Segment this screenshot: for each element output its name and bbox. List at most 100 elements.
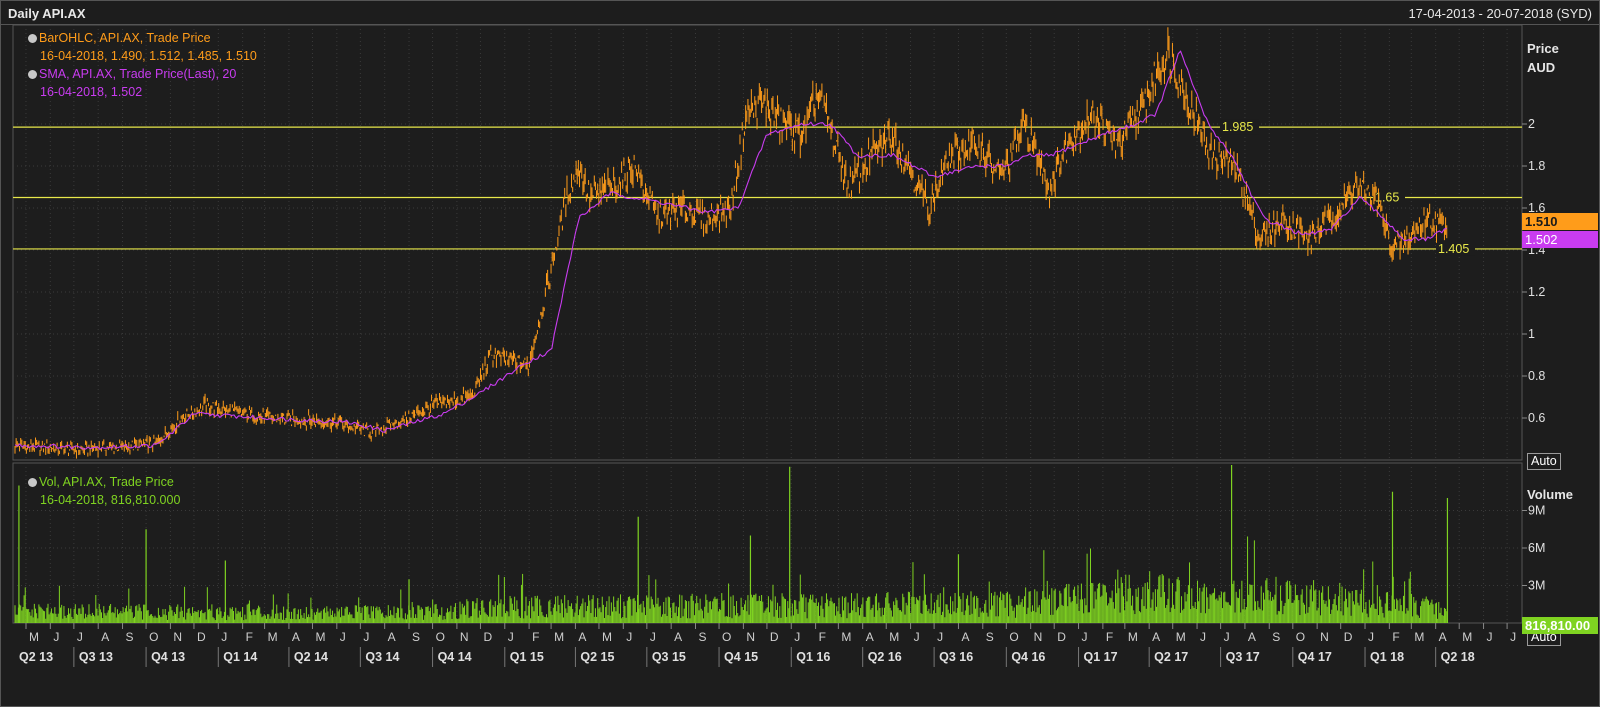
x-month-label: O [436, 630, 445, 644]
x-month-label: N [1034, 630, 1043, 644]
x-quarter-label: Q1 14 [223, 650, 257, 664]
price-tick-label: 2 [1528, 117, 1535, 131]
x-month-label: F [1106, 630, 1113, 644]
sma-legend-value: 16-04-2018, 1.502 [40, 85, 143, 99]
x-month-label: J [794, 630, 800, 644]
x-month-label: M [889, 630, 899, 644]
x-month-label: S [412, 630, 420, 644]
x-month-label: J [77, 630, 83, 644]
x-month-label: A [1439, 630, 1447, 644]
x-month-label: A [388, 630, 396, 644]
x-quarter-label: Q1 17 [1084, 650, 1118, 664]
x-month-label: J [1082, 630, 1088, 644]
x-month-label: J [508, 630, 514, 644]
volume-legend: Vol, API.AX, Trade Price 16-04-2018, 816… [28, 473, 180, 509]
x-quarter-label: Q1 15 [510, 650, 544, 664]
x-month-label: J [221, 630, 227, 644]
last-volume-tag: 816,810.00 [1522, 617, 1598, 634]
x-quarter-label: Q2 14 [294, 650, 328, 664]
x-quarter-label: Q3 15 [652, 650, 686, 664]
x-month-label: N [746, 630, 755, 644]
legend-toggle-icon[interactable] [28, 34, 37, 43]
reference-line-label: 1.405 [1438, 242, 1469, 256]
x-month-label: N [173, 630, 182, 644]
price-axis-title-line2: AUD [1527, 60, 1556, 75]
x-month-label: J [1487, 630, 1493, 644]
volume-tick-label: 9M [1528, 504, 1545, 518]
x-quarter-label: Q2 17 [1154, 650, 1188, 664]
last-price-tag: 1.510 [1522, 213, 1598, 230]
x-month-label: J [937, 630, 943, 644]
reference-label-bg [1220, 119, 1259, 135]
x-month-label: S [699, 630, 707, 644]
ohlc-legend-entry[interactable]: BarOHLC, API.AX, Trade Price [28, 29, 257, 47]
x-month-label: M [841, 630, 851, 644]
x-month-label: D [483, 630, 492, 644]
volume-series [14, 465, 1449, 623]
x-month-label: M [29, 630, 39, 644]
price-tick-label: 1.2 [1528, 285, 1545, 299]
x-month-label: D [1344, 630, 1353, 644]
x-month-label: J [1224, 630, 1230, 644]
x-month-label: D [1057, 630, 1066, 644]
x-month-label: A [292, 630, 300, 644]
price-legend: BarOHLC, API.AX, Trade Price 16-04-2018,… [28, 29, 257, 101]
x-month-label: J [914, 630, 920, 644]
x-quarter-label: Q4 14 [438, 650, 472, 664]
x-quarter-label: Q1 16 [796, 650, 830, 664]
price-auto-scale-button[interactable]: Auto [1527, 453, 1561, 470]
price-tick-label: 0.6 [1528, 411, 1545, 425]
x-month-label: F [532, 630, 539, 644]
x-month-label: O [722, 630, 731, 644]
x-month-label: S [986, 630, 994, 644]
x-quarter-label: Q3 14 [365, 650, 399, 664]
x-month-label: M [602, 630, 612, 644]
x-quarter-label: Q2 18 [1441, 650, 1475, 664]
price-tick-label: 0.8 [1528, 369, 1545, 383]
x-month-label: O [1009, 630, 1018, 644]
x-quarter-label: Q2 13 [19, 650, 53, 664]
x-month-label: J [1368, 630, 1374, 644]
x-month-label: A [1152, 630, 1160, 644]
x-month-label: J [340, 630, 346, 644]
x-quarter-label: Q3 16 [939, 650, 973, 664]
date-range: 17-04-2013 - 20-07-2018 (SYD) [1408, 6, 1592, 21]
x-month-label: M [268, 630, 278, 644]
volume-axis-title: Volume [1527, 487, 1573, 502]
x-month-label: N [1320, 630, 1329, 644]
x-month-label: A [674, 630, 682, 644]
sma-line [14, 50, 1447, 451]
volume-tick-label: 3M [1528, 579, 1545, 593]
ohlc-legend-label: BarOHLC, API.AX, Trade Price [39, 31, 211, 45]
reference-line-label: 1.985 [1222, 120, 1253, 134]
price-tick-label: 1 [1528, 327, 1535, 341]
x-month-label: A [578, 630, 586, 644]
legend-toggle-icon[interactable] [28, 70, 37, 79]
x-month-label: A [866, 630, 874, 644]
x-month-label: D [770, 630, 779, 644]
price-tick-label: 1.6 [1528, 201, 1545, 215]
x-month-label: J [363, 630, 369, 644]
x-month-label: N [460, 630, 469, 644]
sma-legend-label: SMA, API.AX, Trade Price(Last), 20 [39, 67, 237, 81]
x-month-label: M [1414, 630, 1424, 644]
x-month-label: F [1392, 630, 1399, 644]
legend-toggle-icon[interactable] [28, 478, 37, 487]
x-quarter-label: Q2 16 [868, 650, 902, 664]
price-axis-title: Price AUD [1527, 39, 1559, 77]
sma-value-tag: 1.502 [1522, 231, 1598, 248]
x-month-label: M [554, 630, 564, 644]
x-month-label: M [1176, 630, 1186, 644]
sma-legend-entry[interactable]: SMA, API.AX, Trade Price(Last), 20 [28, 65, 257, 83]
volume-tick-label: 6M [1528, 541, 1545, 555]
x-month-label: A [101, 630, 109, 644]
x-month-label: J [53, 630, 59, 644]
x-quarter-label: Q4 13 [151, 650, 185, 664]
x-month-label: S [126, 630, 134, 644]
x-quarter-label: Q3 17 [1226, 650, 1260, 664]
x-month-label: J [650, 630, 656, 644]
volume-legend-entry[interactable]: Vol, API.AX, Trade Price [28, 473, 180, 491]
reference-label-bg [1436, 240, 1475, 256]
x-month-label: M [315, 630, 325, 644]
